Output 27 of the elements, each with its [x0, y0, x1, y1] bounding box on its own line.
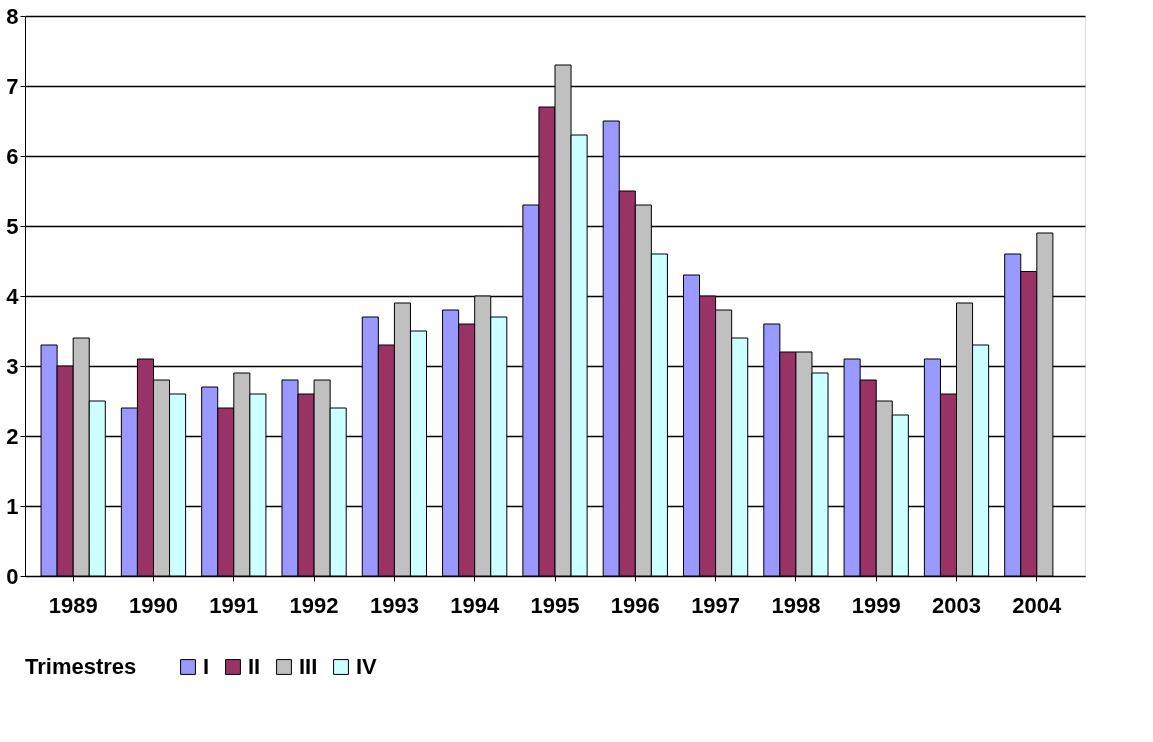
- y-tick-label: 5: [6, 213, 19, 239]
- x-tick-label: 1998: [771, 592, 821, 618]
- legend-label: IV: [356, 654, 378, 679]
- y-tick-label: 6: [6, 143, 19, 169]
- legend-label: I: [203, 654, 210, 679]
- x-tick-label: 1991: [209, 592, 259, 618]
- legend-label: II: [248, 654, 261, 679]
- legend-label: III: [299, 654, 318, 679]
- x-tick-label: 1999: [851, 592, 901, 618]
- y-tick-label: 3: [6, 353, 19, 379]
- y-tick-label: 2: [6, 423, 19, 449]
- y-tick-label: 7: [6, 73, 19, 99]
- legend-title: Trimestres: [25, 654, 137, 679]
- y-tick-label: 4: [6, 283, 20, 309]
- x-tick-label: 1997: [691, 592, 741, 618]
- x-tick-label: 2004: [1012, 592, 1063, 618]
- x-tick-label: 1993: [369, 592, 419, 618]
- x-tick-label: 1994: [450, 592, 500, 618]
- y-tick-label: 1: [6, 493, 19, 519]
- x-tick-label: 1990: [129, 592, 178, 618]
- y-tick-label: 8: [6, 3, 19, 29]
- x-tick-label: 1992: [289, 592, 339, 618]
- x-tick-label: 2003: [932, 592, 981, 618]
- x-tick-label: 1996: [610, 592, 660, 618]
- x-tick-label: 1989: [48, 592, 98, 618]
- x-tick-label: 1995: [530, 592, 580, 618]
- y-tick-label: 0: [6, 563, 19, 589]
